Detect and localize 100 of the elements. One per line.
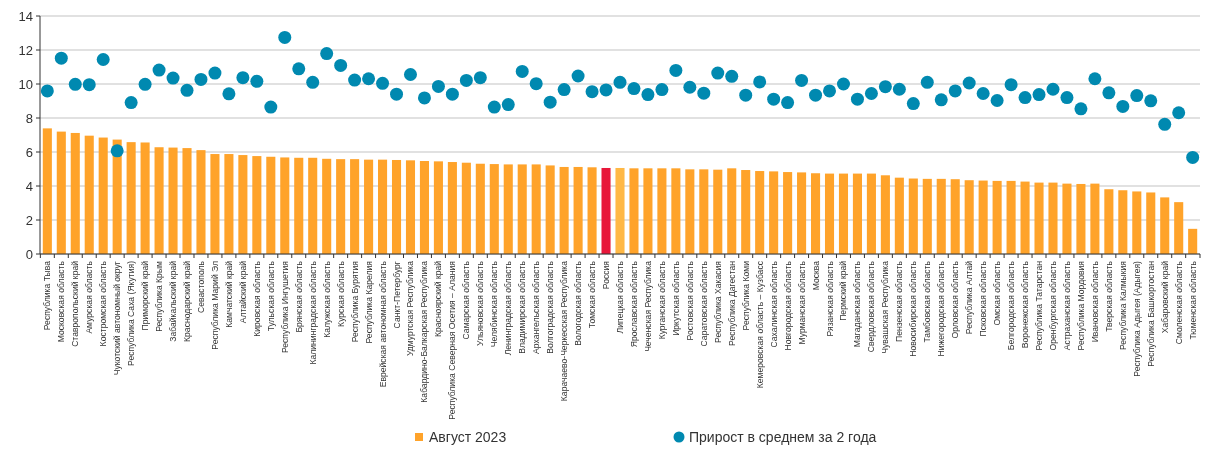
x-tick-label: Краснодарский край bbox=[182, 260, 193, 342]
y-tick-label: 4 bbox=[25, 178, 33, 194]
bar bbox=[992, 180, 1002, 254]
bar bbox=[964, 180, 974, 254]
y-tick-label: 14 bbox=[18, 8, 33, 24]
x-tick-label: Карачаево-Черкесская Республика bbox=[559, 260, 570, 402]
bar bbox=[182, 148, 192, 254]
x-tick-label: Иркутская область bbox=[670, 260, 681, 336]
x-tick-label: Тюменская область bbox=[1187, 260, 1198, 340]
bar bbox=[84, 135, 94, 254]
x-tick-label: Мурманская область bbox=[796, 260, 807, 345]
x-tick-label: Воронежская область bbox=[1020, 260, 1031, 349]
bar bbox=[699, 169, 709, 254]
x-tick-label: Самарская область bbox=[461, 260, 472, 340]
bar bbox=[671, 168, 681, 254]
x-tick-label: Омская область bbox=[992, 260, 1003, 326]
x-tick-label: Приморский край bbox=[140, 260, 151, 331]
x-tick-label: Ленинградская область bbox=[503, 260, 514, 356]
x-tick-label: Пермский край bbox=[838, 260, 849, 321]
bar bbox=[908, 178, 918, 254]
bar bbox=[266, 156, 276, 254]
bar bbox=[1006, 180, 1016, 254]
y-tick-label: 2 bbox=[25, 212, 33, 228]
x-tick-label: Республика Саха (Якутия) bbox=[126, 260, 137, 366]
bar bbox=[419, 161, 429, 254]
bar bbox=[643, 168, 653, 254]
x-tick-label: Республика Дагестан bbox=[726, 260, 737, 346]
bar bbox=[545, 165, 555, 254]
legend-label: Прирост в среднем за 2 года bbox=[689, 429, 877, 445]
x-tick-label: Новгородская область bbox=[782, 260, 793, 351]
x-tick-label: Пензенская область bbox=[894, 260, 905, 342]
bar bbox=[824, 173, 835, 254]
bar bbox=[224, 154, 234, 254]
x-tick-label: Россия bbox=[601, 260, 612, 290]
x-tick-label: Ивановская область bbox=[1089, 260, 1100, 343]
bar bbox=[461, 162, 471, 254]
bar bbox=[587, 167, 597, 254]
x-tick-label: Белгородская область bbox=[1006, 260, 1017, 351]
bar bbox=[1104, 189, 1114, 254]
x-tick-label: Москва bbox=[810, 260, 821, 291]
bar bbox=[1034, 182, 1044, 254]
bar bbox=[1062, 183, 1072, 254]
x-tick-label: Чеченская Республика bbox=[642, 260, 653, 352]
bar bbox=[922, 178, 932, 254]
x-tick-label: Костромская область bbox=[98, 260, 109, 347]
x-tick-label: Тверская область bbox=[1103, 260, 1114, 332]
x-tick-label: Ставропольский край bbox=[70, 260, 81, 347]
x-tick-label: Свердловская область bbox=[866, 260, 877, 353]
x-tick-label: Чувашская Республика bbox=[880, 260, 891, 354]
x-tick-label: Алтайский край bbox=[237, 260, 248, 324]
bar bbox=[1090, 183, 1100, 254]
y-tick-label: 6 bbox=[25, 144, 33, 160]
x-tick-label: Хабаровский край bbox=[1159, 260, 1170, 334]
bar bbox=[475, 163, 485, 254]
bar bbox=[1076, 183, 1086, 254]
x-tick-label: Тамбовская область bbox=[922, 260, 933, 343]
x-tick-label: Кировская область bbox=[251, 260, 262, 337]
bar bbox=[294, 157, 304, 254]
bar bbox=[1118, 190, 1128, 254]
x-tick-label: Ростовская область bbox=[684, 260, 695, 341]
x-tick-label: Кабардино-Балкарская Республика bbox=[419, 260, 430, 403]
x-tick-label: Курганская область bbox=[656, 260, 667, 340]
x-tick-label: Магаданская область bbox=[852, 260, 863, 348]
bar bbox=[727, 168, 737, 254]
x-tick-label: Курская область bbox=[335, 260, 346, 327]
bar bbox=[950, 179, 960, 254]
x-tick-label: Забайкальский край bbox=[168, 260, 179, 342]
bar bbox=[838, 173, 849, 254]
x-tick-label: Ярославская область bbox=[628, 260, 639, 348]
x-tick-label: Красноярский край bbox=[433, 260, 444, 337]
x-tick-label: Республика Калмыкия bbox=[1117, 260, 1128, 351]
bar bbox=[615, 167, 625, 254]
y-tick-label: 0 bbox=[25, 246, 33, 262]
bar bbox=[280, 157, 290, 254]
x-tick-label: Волгоградская область bbox=[545, 260, 556, 354]
bar bbox=[154, 147, 164, 254]
x-tick-label: Республика Коми bbox=[740, 260, 751, 331]
x-tick-label: Калужская область bbox=[321, 260, 332, 338]
bar bbox=[1020, 181, 1030, 254]
x-tick-label: Амурская область bbox=[84, 260, 95, 334]
x-tick-label: Нижегородская область bbox=[936, 260, 947, 357]
bar bbox=[559, 166, 569, 254]
x-tick-label: Астраханская область bbox=[1061, 260, 1072, 351]
x-tick-label: Липецкая область bbox=[615, 260, 625, 334]
bar bbox=[852, 173, 862, 254]
x-tick-label: Смоленская область bbox=[1173, 260, 1184, 345]
x-tick-label: Республика Мордовия bbox=[1075, 260, 1086, 351]
bar bbox=[531, 164, 541, 254]
x-tick-label: Республика Марий Эл bbox=[209, 261, 220, 350]
bar bbox=[238, 155, 248, 254]
x-tick-label: Санкт-Петербург bbox=[391, 261, 402, 329]
bar bbox=[140, 142, 150, 254]
bar bbox=[56, 131, 66, 254]
x-tick-label: Республика Крым bbox=[154, 260, 165, 332]
x-tick-label: Республика Тыва bbox=[42, 260, 53, 331]
bar bbox=[685, 169, 695, 254]
x-tick-label: Республика Ингушетия bbox=[279, 260, 290, 354]
bar bbox=[783, 172, 793, 254]
x-tick-label: Республика Хакасия bbox=[712, 260, 723, 343]
bar bbox=[364, 159, 374, 254]
